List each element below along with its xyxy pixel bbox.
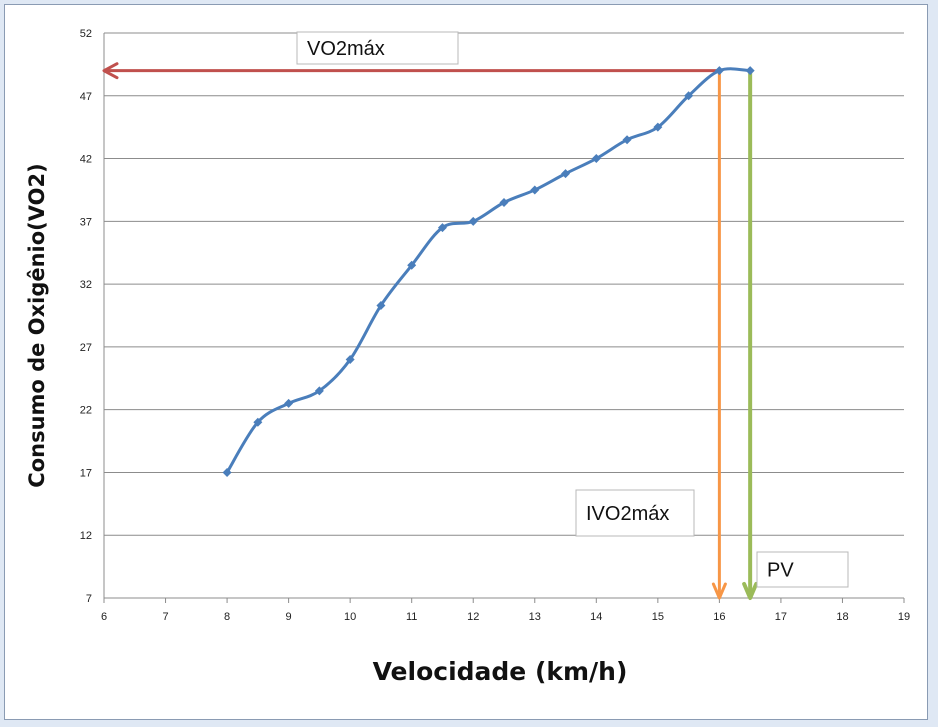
x-tick-label: 6 (101, 611, 107, 623)
data-point-marker (376, 300, 386, 310)
x-tick-label: 12 (467, 611, 479, 623)
data-point-marker (714, 66, 724, 76)
annotations: VO2máx IVO2máx PV (102, 31, 849, 600)
data-point-marker (622, 135, 632, 145)
annotation-label: PV (767, 560, 794, 582)
x-tick-label: 18 (836, 611, 848, 623)
gridlines (103, 32, 905, 603)
annotation-label-box (296, 31, 459, 65)
data-point-marker (222, 467, 232, 477)
data-point-marker (437, 223, 447, 233)
y-tick-label: 22 (80, 405, 92, 417)
annotation-arrow-head (102, 62, 119, 80)
data-point-marker (284, 398, 294, 408)
x-tick-label: 17 (775, 611, 787, 623)
data-point-marker (499, 198, 509, 207)
x-tick-label: 16 (713, 611, 725, 623)
data-series (222, 66, 755, 477)
y-tick-label: 7 (86, 593, 92, 605)
y-tick-label: 32 (80, 279, 92, 291)
data-point-marker (684, 91, 694, 101)
annotation-label-box (756, 551, 849, 588)
y-tick-label: 12 (80, 530, 92, 542)
annotation-label: IVO2máx (586, 503, 669, 525)
data-point-marker (314, 386, 324, 396)
x-tick-label: 14 (590, 611, 602, 623)
chart-area (4, 4, 928, 720)
x-tick-label: 11 (406, 611, 417, 623)
x-tick-label: 15 (652, 611, 664, 623)
data-point-marker (653, 122, 663, 132)
annotation-arrow-head (711, 582, 727, 600)
x-tick-label: 7 (162, 611, 168, 623)
data-point-marker (745, 66, 755, 76)
y-tick-label: 47 (80, 91, 92, 103)
x-axis-title: Velocidade (km/h) (373, 657, 628, 686)
y-tick-label: 42 (80, 154, 92, 166)
data-point-marker (561, 169, 571, 179)
data-point-marker (345, 354, 355, 364)
annotation-arrow-head (742, 582, 759, 600)
data-point-marker (591, 154, 601, 164)
x-tick-label: 8 (224, 611, 230, 623)
data-point-marker (253, 417, 263, 427)
y-tick-label: 52 (80, 28, 92, 40)
y-tick-label: 17 (80, 467, 92, 479)
x-tick-label: 19 (898, 611, 910, 623)
y-axis-title: Consumo de Oxigênio(VO2) (25, 163, 49, 487)
annotation-label-box (575, 489, 695, 537)
data-point-marker (530, 185, 540, 195)
annotation-label: VO2máx (307, 38, 385, 60)
data-point-marker (407, 260, 417, 270)
y-tick-label: 27 (80, 342, 92, 354)
x-tick-label: 13 (529, 611, 541, 623)
y-tick-label: 37 (80, 216, 92, 228)
x-tick-label: 9 (286, 611, 292, 623)
series-line (225, 67, 752, 474)
data-point-marker (468, 216, 478, 226)
x-tick-label: 10 (344, 611, 356, 623)
